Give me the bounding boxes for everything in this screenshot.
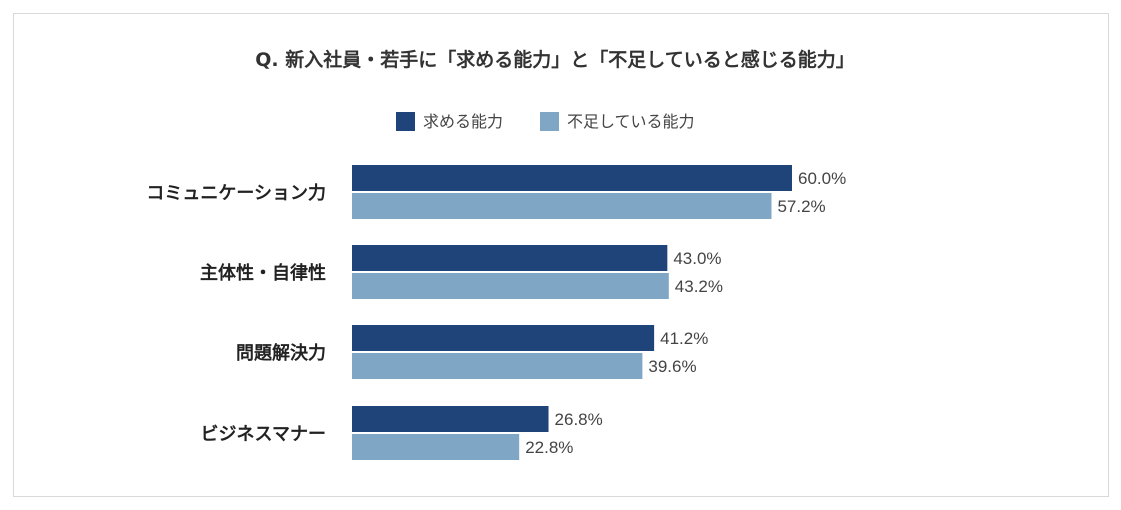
category-label: 主体性・自律性 bbox=[200, 262, 326, 284]
legend-label-required: 求める能力 bbox=[423, 112, 503, 131]
value-label: 41.2% bbox=[660, 329, 708, 348]
bar-required bbox=[352, 245, 668, 271]
bar-required bbox=[352, 325, 655, 351]
bar-required bbox=[352, 406, 549, 432]
category-label: 問題解決力 bbox=[236, 342, 326, 364]
legend-swatch-lacking bbox=[540, 112, 559, 131]
value-label: 60.0% bbox=[798, 169, 846, 188]
value-label: 39.6% bbox=[648, 357, 696, 376]
bar-lacking bbox=[352, 193, 772, 219]
bar-lacking bbox=[352, 273, 669, 299]
legend-label-lacking: 不足している能力 bbox=[567, 112, 695, 131]
bar-required bbox=[352, 165, 792, 191]
bar-lacking bbox=[352, 434, 520, 460]
legend: 求める能力 不足している能力 bbox=[396, 112, 695, 131]
value-label: 43.2% bbox=[675, 277, 723, 296]
bar-lacking bbox=[352, 353, 643, 379]
category-label: コミュニケーション力 bbox=[146, 183, 326, 204]
category-label: ビジネスマナー bbox=[201, 424, 326, 445]
legend-swatch-required bbox=[396, 112, 415, 131]
value-label: 22.8% bbox=[525, 438, 573, 457]
value-label: 43.0% bbox=[673, 249, 721, 268]
category-labels: コミュニケーション力 主体性・自律性 問題解決力 ビジネスマナー bbox=[146, 183, 326, 445]
bars bbox=[352, 165, 792, 460]
value-label: 57.2% bbox=[777, 197, 825, 216]
value-labels: 60.0% 43.0% 41.2% 26.8% 57.2% 43.2% 39.6% 22.8% bbox=[525, 169, 846, 457]
value-label: 26.8% bbox=[555, 410, 603, 429]
chart-title: Q. 新入社員・若手に「求める能力」と「不足していると感じる能力」 bbox=[255, 48, 854, 71]
